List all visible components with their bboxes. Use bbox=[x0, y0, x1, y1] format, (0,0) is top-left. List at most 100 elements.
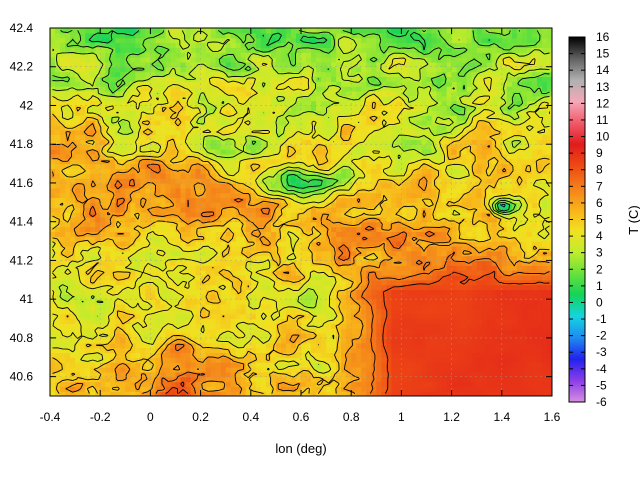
heat-cell bbox=[331, 158, 337, 165]
heat-cell bbox=[70, 371, 76, 378]
heat-cell bbox=[371, 173, 377, 179]
heat-cell bbox=[511, 182, 518, 189]
heat-cell bbox=[421, 352, 428, 358]
heat-cell bbox=[496, 226, 503, 232]
heat-cell bbox=[185, 371, 192, 378]
heat-cell bbox=[200, 376, 207, 383]
heat-cell bbox=[175, 173, 182, 179]
heat-cell bbox=[366, 362, 372, 368]
heat-cell bbox=[546, 265, 552, 271]
heat-cell bbox=[170, 347, 177, 354]
heat-cell bbox=[411, 284, 418, 291]
heat-cell bbox=[110, 328, 116, 334]
heat-cell bbox=[295, 376, 302, 383]
heat-cell bbox=[511, 366, 518, 373]
heat-cell bbox=[205, 371, 212, 378]
heat-cell bbox=[130, 216, 136, 223]
heat-cell bbox=[541, 342, 548, 349]
heat-cell bbox=[235, 245, 242, 252]
heat-cell bbox=[265, 362, 272, 368]
heat-cell bbox=[175, 386, 182, 392]
heat-cell bbox=[130, 318, 136, 324]
heat-cell bbox=[225, 279, 232, 286]
heat-cell bbox=[215, 376, 222, 383]
heat-cell bbox=[491, 362, 498, 368]
heat-cell bbox=[50, 333, 56, 339]
heat-cell bbox=[466, 158, 473, 165]
heat-cell bbox=[255, 202, 262, 208]
heat-cell bbox=[255, 366, 262, 373]
heat-cell bbox=[270, 323, 277, 329]
heat-cell bbox=[346, 236, 352, 242]
heat-cell bbox=[541, 274, 548, 281]
heat-cell bbox=[481, 173, 488, 179]
heat-cell bbox=[110, 197, 116, 203]
heat-cell bbox=[436, 163, 443, 170]
heat-cell bbox=[456, 371, 463, 378]
heat-cell bbox=[511, 328, 518, 334]
heat-cell bbox=[155, 245, 162, 252]
heat-cell bbox=[135, 158, 141, 165]
heat-cell bbox=[200, 294, 207, 300]
heat-cell bbox=[135, 323, 141, 329]
heat-cell bbox=[50, 168, 56, 174]
heat-cell bbox=[391, 197, 397, 203]
heat-cell bbox=[361, 173, 367, 179]
heat-cell bbox=[270, 250, 277, 257]
heat-cell bbox=[486, 250, 493, 257]
heat-cell bbox=[361, 236, 367, 242]
heat-cell bbox=[376, 318, 382, 324]
heat-cell bbox=[501, 289, 508, 295]
heat-cell bbox=[240, 352, 247, 358]
heat-cell bbox=[301, 381, 307, 387]
heat-cell bbox=[431, 328, 438, 334]
heat-cell bbox=[225, 386, 232, 392]
heat-cell bbox=[426, 352, 433, 358]
heat-cell bbox=[280, 381, 287, 387]
heat-cell bbox=[436, 304, 443, 310]
heat-cell bbox=[190, 333, 197, 339]
heat-cell bbox=[321, 304, 327, 310]
heat-cell bbox=[250, 241, 257, 247]
heat-cell bbox=[466, 192, 473, 199]
heat-cell bbox=[391, 318, 397, 324]
heat-cell bbox=[225, 153, 232, 160]
heat-cell bbox=[275, 245, 282, 252]
heat-cell bbox=[130, 299, 136, 305]
heat-cell bbox=[351, 376, 357, 383]
heat-cell bbox=[411, 168, 418, 174]
heat-cell bbox=[546, 308, 552, 315]
heat-cell bbox=[265, 381, 272, 387]
heat-cell bbox=[50, 274, 56, 281]
heat-cell bbox=[50, 391, 56, 396]
heat-cell bbox=[531, 216, 538, 223]
heat-cell bbox=[536, 313, 543, 320]
heat-cell bbox=[526, 158, 533, 165]
heat-cell bbox=[431, 366, 438, 373]
heat-cell bbox=[331, 313, 337, 320]
heat-cell bbox=[80, 366, 86, 373]
heat-cell bbox=[356, 260, 362, 266]
heat-cell bbox=[396, 270, 402, 276]
heat-cell bbox=[245, 362, 252, 368]
heat-cell bbox=[441, 342, 448, 349]
heat-cell bbox=[100, 231, 106, 237]
heat-cell bbox=[145, 231, 151, 237]
heat-cell bbox=[456, 250, 463, 257]
heat-cell bbox=[195, 265, 202, 271]
heat-cell bbox=[285, 284, 292, 291]
heat-cell bbox=[496, 342, 503, 349]
heat-cell bbox=[85, 323, 91, 329]
heat-cell bbox=[95, 255, 101, 262]
heat-cell bbox=[526, 173, 533, 179]
heat-cell bbox=[110, 391, 116, 396]
heat-cell bbox=[446, 153, 453, 160]
heat-cell bbox=[160, 173, 167, 179]
heat-cell bbox=[140, 347, 146, 354]
heat-cell bbox=[456, 216, 463, 223]
heat-cell bbox=[175, 207, 182, 213]
heat-cell bbox=[356, 323, 362, 329]
heat-cell bbox=[165, 376, 172, 383]
heat-cell bbox=[501, 260, 508, 266]
heat-cell bbox=[436, 158, 443, 165]
